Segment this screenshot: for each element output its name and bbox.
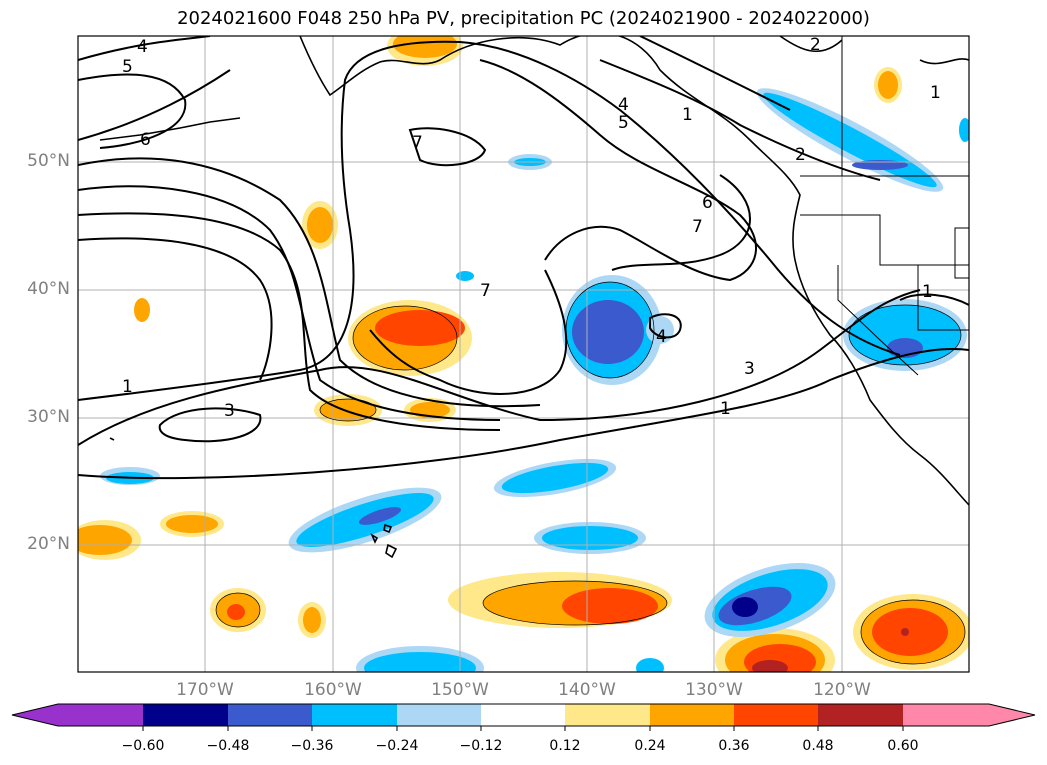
pv-contours (78, 36, 969, 480)
contour-label: 5 (618, 113, 629, 133)
colorbar-tick-label: 0.24 (634, 738, 666, 754)
colorbar-tick-label: 0.48 (802, 738, 834, 754)
contour-label: 7 (692, 217, 703, 237)
contour-label: 4 (137, 37, 148, 57)
lon-label-130w: 130°W (685, 680, 743, 700)
contour-label: 2 (810, 35, 821, 55)
contour-label: 1 (122, 377, 133, 397)
contour-label: 4 (656, 327, 667, 347)
contour-label: 1 (922, 282, 933, 302)
contour-label: 3 (744, 359, 755, 379)
colorbar-extend-low (12, 704, 58, 726)
contour-label: 1 (930, 83, 941, 103)
contour-label: 7 (412, 133, 423, 153)
contour-label: 4 (618, 95, 629, 115)
pv-contour-labels: 4 5 6 7 4 5 6 7 2 2 1 7 4 3 1 1 3 1 1 (122, 35, 941, 421)
negative-precip-anomaly-fill (100, 88, 969, 672)
precip-outlines (215, 281, 966, 665)
contour-label: 1 (682, 105, 693, 125)
colorbar-tick-label: −0.60 (121, 738, 165, 754)
colorbar-tick-label: −0.48 (206, 738, 250, 754)
lon-label-120w: 120°W (813, 680, 871, 700)
map-frame (77, 35, 970, 673)
lon-label-170w: 170°W (176, 680, 234, 700)
lat-label-30n: 30°N (27, 407, 70, 427)
colorbar (11, 703, 1036, 731)
contour-label: 6 (140, 130, 151, 150)
contour-label: 2 (795, 145, 806, 165)
contour-label: 6 (702, 193, 713, 213)
contour-label: 1 (720, 399, 731, 419)
contour-label: 7 (480, 281, 491, 301)
lat-label-20n: 20°N (27, 534, 70, 554)
contour-label: 5 (122, 57, 133, 77)
positive-precip-anomaly-fill (78, 36, 969, 672)
map-plot-area: 4 5 6 7 4 5 6 7 2 2 1 7 4 3 1 1 3 1 1 (78, 35, 969, 672)
colorbar-extend-high (989, 704, 1035, 726)
colorbar-tick-label: −0.24 (375, 738, 419, 754)
map-title: 2024021600 F048 250 hPa PV, precipitatio… (177, 8, 870, 29)
colorbar-tick-label: 0.36 (718, 738, 750, 754)
lon-label-140w: 140°W (558, 680, 616, 700)
lon-label-160w: 160°W (304, 680, 362, 700)
colorbar-tick-label: −0.36 (290, 738, 334, 754)
lat-label-40n: 40°N (27, 279, 70, 299)
colorbar-tick-label: −0.12 (459, 738, 503, 754)
coastlines (99, 36, 969, 559)
lat-label-50n: 50°N (27, 151, 70, 171)
colorbar-tick-label: 0.12 (549, 738, 581, 754)
lon-label-150w: 150°W (431, 680, 489, 700)
colorbar-tick-label: 0.60 (887, 738, 919, 754)
contour-label: 3 (224, 401, 235, 421)
